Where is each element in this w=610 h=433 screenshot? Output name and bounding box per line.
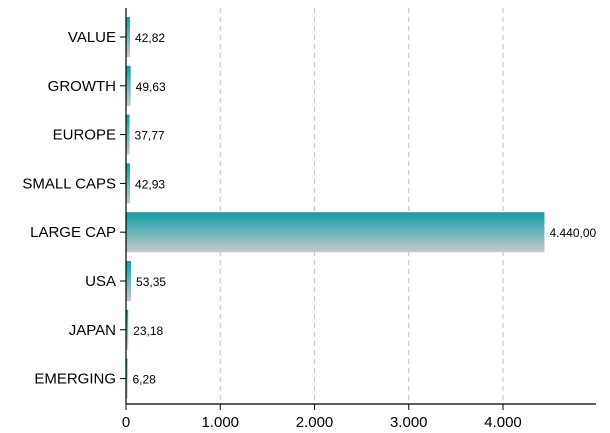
category-label: USA <box>85 273 116 290</box>
bar <box>126 212 545 253</box>
bar <box>126 358 128 399</box>
value-label: 23,18 <box>133 324 163 338</box>
labels: VALUE 42,82 GROWTH 49,63 EUROPE 37,77 SMALL CA… <box>22 29 596 431</box>
category-label: JAPAN <box>69 322 116 339</box>
bar <box>126 65 131 106</box>
value-label: 42,82 <box>135 31 165 45</box>
category-label: SMALL CAPS <box>22 175 116 192</box>
x-tick-label: 2.000 <box>296 414 334 431</box>
value-label: 4.440,00 <box>549 226 596 240</box>
value-label: 42,93 <box>135 177 165 191</box>
category-label: EMERGING <box>34 371 116 388</box>
axes <box>120 8 596 410</box>
bars <box>126 17 545 399</box>
x-tick-label: 3.000 <box>390 414 428 431</box>
bar <box>126 17 131 57</box>
value-label: 53,35 <box>136 275 166 289</box>
x-tick-label: 0 <box>122 414 130 431</box>
category-label: EUROPE <box>53 127 116 144</box>
bar <box>126 261 132 301</box>
value-label: 49,63 <box>136 80 166 94</box>
bar <box>126 309 129 350</box>
value-label: 6,28 <box>133 373 157 387</box>
bar <box>126 114 130 155</box>
bar <box>126 163 131 204</box>
category-label: LARGE CAP <box>30 224 116 241</box>
x-tick-label: 4.000 <box>484 414 522 431</box>
gridlines <box>219 8 504 404</box>
value-label: 37,77 <box>135 129 165 143</box>
x-tick-label: 1.000 <box>201 414 239 431</box>
category-label: VALUE <box>68 29 116 46</box>
category-label: GROWTH <box>48 78 116 95</box>
